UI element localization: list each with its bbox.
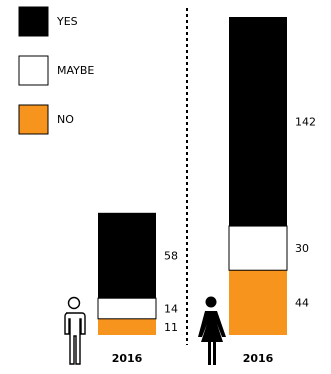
- bar-maybe-2: [228, 225, 288, 271]
- man-icon: [64, 296, 86, 365]
- legend-label-maybe: MAYBE: [57, 64, 94, 77]
- category-labels: 2016 2016: [112, 352, 274, 365]
- bar-maybe-1: [97, 297, 157, 320]
- legend-swatch-yes: [18, 6, 49, 37]
- value-label-no-2: 44: [295, 297, 309, 310]
- legend-swatch-maybe: [18, 55, 49, 86]
- value-label-yes-2: 142: [295, 116, 316, 129]
- category-label-1: 2016: [112, 352, 143, 365]
- value-labels: 11 14 58 44 30 142: [164, 116, 316, 334]
- value-label-yes-1: 58: [164, 250, 178, 263]
- legend-label-no: NO: [57, 113, 74, 126]
- bars: [97, 17, 288, 335]
- category-label-2: 2016: [243, 352, 274, 365]
- bar-yes-2: [229, 17, 287, 227]
- bar-no-1: [98, 318, 156, 335]
- value-label-maybe-2: 30: [295, 242, 309, 255]
- value-label-no-1: 11: [164, 321, 178, 334]
- woman-icon: [198, 296, 226, 365]
- bar-yes-1: [98, 212, 156, 299]
- value-label-maybe-1: 14: [164, 303, 178, 316]
- legend-label-yes: YES: [56, 15, 78, 28]
- bar-no-2: [229, 270, 287, 335]
- legend-swatch-no: [18, 104, 49, 135]
- legend: YES MAYBE NO: [18, 6, 94, 135]
